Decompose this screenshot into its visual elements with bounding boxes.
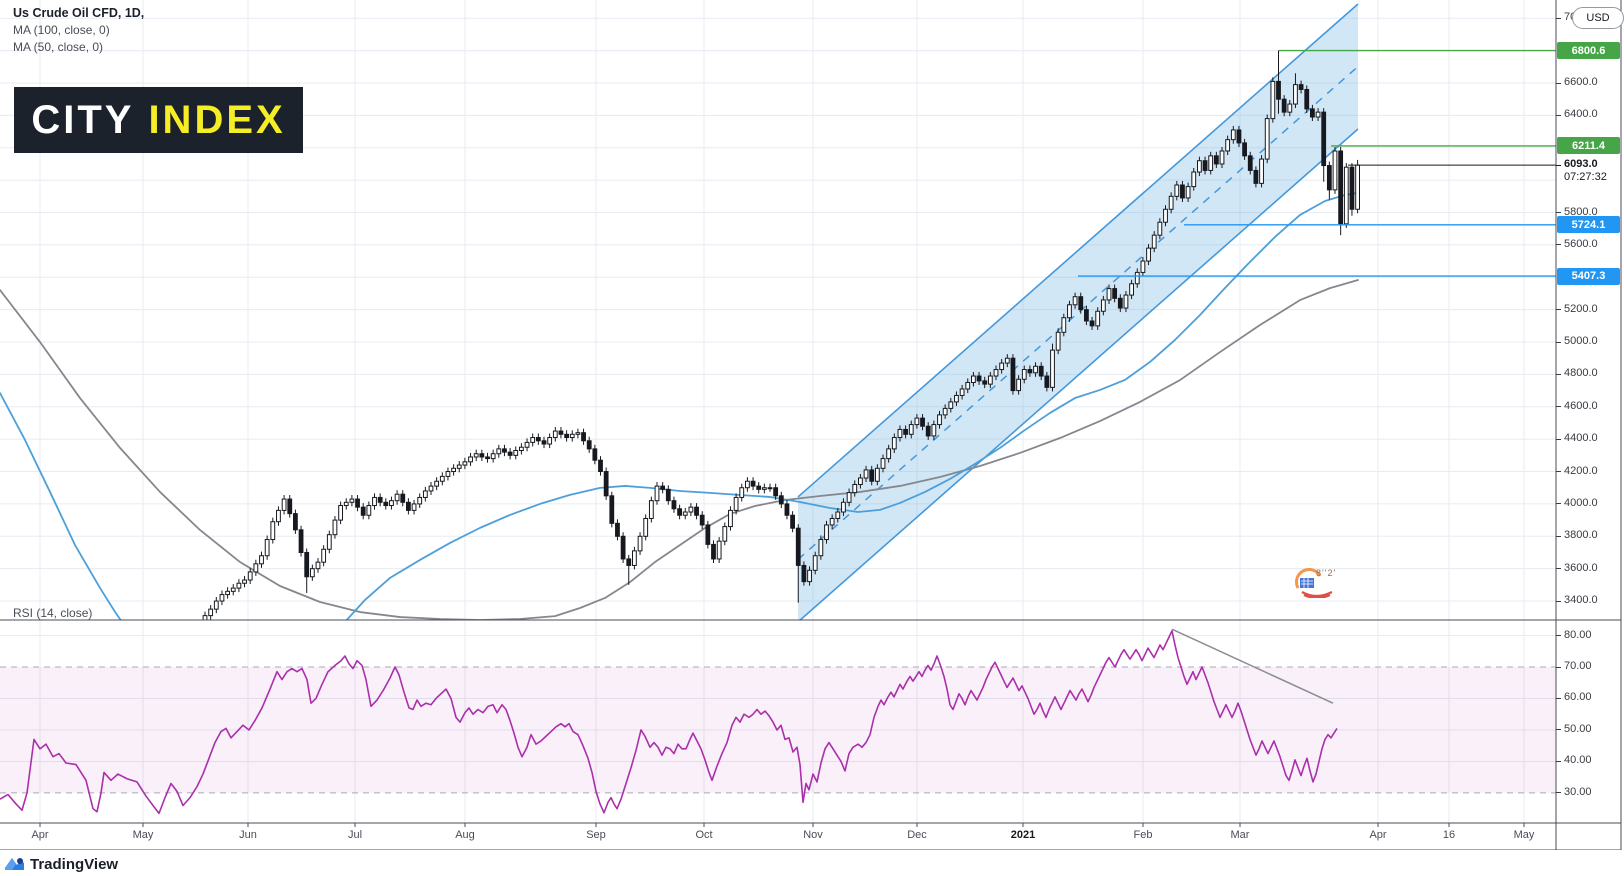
- currency-label: USD: [1586, 12, 1610, 24]
- symbol-title[interactable]: Us Crude Oil CFD, 1D,: [13, 6, 145, 20]
- price-tick-mark: [1556, 503, 1561, 505]
- time-tick-label: Apr: [1369, 829, 1387, 841]
- rsi-tick-label: 50.00: [1564, 722, 1592, 735]
- price-tick-mark: [1556, 17, 1561, 19]
- time-tick-label: Mar: [1230, 829, 1250, 841]
- price-tick-mark: [1556, 471, 1561, 473]
- price-tick-label: 4000.0: [1564, 496, 1598, 509]
- watermark-logo: 8''2': [1294, 566, 1348, 600]
- time-tick-label: Apr: [31, 829, 49, 841]
- price-tick-mark: [1556, 309, 1561, 311]
- price-tick-label: 3400.0: [1564, 594, 1598, 607]
- price-tick-mark: [1556, 82, 1561, 84]
- rsi-tick-mark: [1556, 697, 1561, 699]
- price-tick-label: 4800.0: [1564, 367, 1598, 380]
- tradingview-logo-icon[interactable]: [4, 855, 25, 873]
- currency-button[interactable]: USD: [1572, 7, 1624, 29]
- rsi-legend[interactable]: RSI (14, close): [13, 606, 93, 620]
- logo-index-text: INDEX: [148, 97, 286, 142]
- rsi-tick-mark: [1556, 792, 1561, 794]
- price-tick-label: 4400.0: [1564, 432, 1598, 445]
- time-tick-label: Feb: [1133, 829, 1153, 841]
- price-tick-label: 5000.0: [1564, 335, 1598, 348]
- price-tick-label: 5200.0: [1564, 302, 1598, 315]
- rsi-tick-mark: [1556, 729, 1561, 731]
- price-tick-label: 5600.0: [1564, 237, 1598, 250]
- price-tick-mark: [1556, 438, 1561, 440]
- price-pane[interactable]: [0, 3, 1360, 626]
- price-tick-label: 4600.0: [1564, 399, 1598, 412]
- price-tick-mark: [1556, 373, 1561, 375]
- price-tick-mark: [1556, 406, 1561, 408]
- time-tick-label: Sep: [586, 829, 606, 841]
- watermark-text: 8''2': [1316, 568, 1337, 578]
- price-tick-mark: [1556, 568, 1561, 570]
- logo-city-text: CITY: [31, 97, 135, 142]
- rsi-trendline: [1171, 628, 1334, 704]
- tradingview-brand[interactable]: TradingView: [30, 855, 119, 873]
- rsi-tick-mark: [1556, 635, 1561, 637]
- rsi-tick-mark: [1556, 760, 1561, 762]
- footer: TradingView: [4, 852, 118, 876]
- time-tick-label: May: [1513, 829, 1535, 841]
- price-tick-label: 5800.0: [1564, 205, 1598, 218]
- time-axis[interactable]: Apr May Jun Jul Aug Sep Oct Nov Dec 2021 Feb Mar Apr…: [0, 824, 1556, 850]
- price-tick-label: 6600.0: [1564, 76, 1598, 88]
- price-level-badge: 6211.4: [1557, 137, 1620, 155]
- price-tick-mark: [1556, 341, 1561, 343]
- rsi-tick-label: 60.00: [1564, 691, 1592, 704]
- price-tick-mark: [1556, 212, 1561, 213]
- time-tick-label: Jul: [347, 829, 363, 841]
- price-level-badge: 6800.6: [1557, 42, 1620, 60]
- time-tick-label: Oct: [695, 829, 713, 841]
- time-tick-label: 16: [1442, 829, 1456, 841]
- price-tick-mark: [1556, 244, 1561, 246]
- time-tick-label: Dec: [907, 829, 927, 841]
- price-tick-label: 6400.0: [1564, 108, 1598, 121]
- price-tick-mark: [1556, 600, 1561, 602]
- rsi-tick-label: 80.00: [1564, 628, 1592, 641]
- price-tick-mark: [1556, 535, 1561, 537]
- price-level-badge: 5407.3: [1557, 267, 1620, 285]
- rsi-tick-label: 30.00: [1564, 785, 1592, 798]
- last-price-tick-mark: [1556, 164, 1561, 166]
- ma100-legend[interactable]: MA (100, close, 0): [13, 23, 110, 37]
- time-tick-label: Nov: [803, 829, 823, 841]
- price-tick-label: 3800.0: [1564, 529, 1598, 542]
- chart-canvas[interactable]: [0, 0, 1624, 850]
- countdown-label: 07:27:32: [1564, 171, 1607, 184]
- price-axis[interactable]: 7000.06600.06400.05800.05600.05200.05000…: [1556, 0, 1622, 850]
- time-tick-label: 2021: [1010, 829, 1036, 841]
- city-index-logo: CITY INDEX: [14, 87, 303, 153]
- rsi-pane[interactable]: [0, 628, 1338, 815]
- rsi-tick-label: 40.00: [1564, 754, 1592, 767]
- time-tick-label: Aug: [455, 829, 475, 841]
- legend: Us Crude Oil CFD, 1D, MA (100, close, 0)…: [13, 5, 144, 56]
- watermark-icon: [1294, 567, 1333, 600]
- price-tick-label: 4200.0: [1564, 464, 1598, 477]
- price-tick-label: 3600.0: [1564, 561, 1598, 574]
- time-tick-label: May: [132, 829, 154, 841]
- rsi-tick-label: 70.00: [1564, 660, 1592, 672]
- rsi-tick-mark: [1556, 666, 1561, 668]
- time-tick-label: Jun: [239, 829, 257, 841]
- price-level-badge: 5724.1: [1557, 216, 1620, 234]
- price-tick-mark: [1556, 114, 1561, 116]
- ma50-legend[interactable]: MA (50, close, 0): [13, 40, 104, 54]
- last-price-label: 6093.0: [1564, 158, 1598, 171]
